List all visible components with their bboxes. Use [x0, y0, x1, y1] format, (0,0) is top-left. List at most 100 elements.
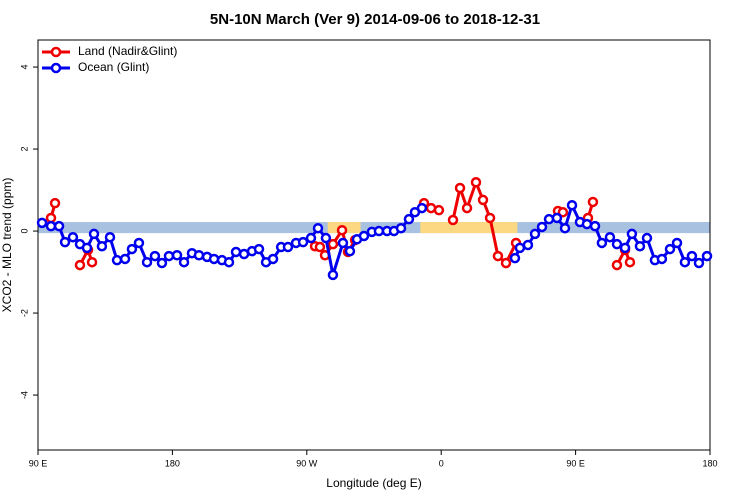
data-point — [327, 269, 339, 281]
data-point — [171, 250, 183, 261]
data-point — [67, 231, 79, 243]
data-point — [484, 212, 496, 224]
data-point — [395, 222, 407, 234]
y-tick-label: 4 — [19, 65, 29, 70]
y-tick-label: 2 — [19, 147, 29, 152]
chart-title: 5N-10N March (Ver 9) 2014-09-06 to 2018-… — [210, 11, 540, 28]
data-point — [36, 217, 48, 229]
data-point — [111, 254, 123, 266]
x-tick-label: 90 E — [566, 458, 585, 468]
data-point — [514, 242, 526, 254]
data-point — [327, 238, 339, 250]
data-point — [297, 236, 309, 248]
data-point — [454, 182, 466, 194]
data-point — [320, 232, 332, 244]
y-tick-label: -2 — [19, 309, 29, 317]
x-tick-label: 180 — [702, 458, 717, 468]
data-point — [509, 252, 521, 264]
data-point — [223, 256, 235, 268]
data-point — [403, 213, 415, 225]
data-point — [156, 257, 168, 269]
data-point — [104, 231, 116, 243]
x-axis-label: Longitude (deg E) — [326, 476, 421, 490]
data-point — [96, 240, 108, 252]
data-point — [686, 250, 698, 262]
legend-marker — [50, 62, 62, 74]
data-point — [49, 197, 61, 209]
data-point — [230, 246, 242, 258]
legend-marker — [50, 46, 62, 58]
data-point — [373, 225, 385, 237]
data-point — [305, 232, 317, 244]
data-point — [500, 257, 512, 269]
data-point — [470, 177, 482, 188]
data-point — [416, 202, 428, 214]
data-point — [559, 222, 571, 234]
data-point — [149, 250, 161, 262]
data-point — [581, 218, 593, 230]
data-point — [693, 257, 705, 269]
data-point — [282, 241, 294, 253]
data-point — [74, 259, 86, 271]
x-tick-label: 90 E — [29, 458, 48, 468]
data-point — [624, 256, 636, 268]
x-tick-label: 0 — [439, 458, 444, 468]
data-point — [634, 240, 646, 252]
data-point — [133, 237, 145, 249]
data-point — [267, 253, 279, 265]
data-point — [529, 228, 541, 240]
data-point — [45, 220, 57, 232]
data-point — [522, 239, 534, 251]
data-point — [656, 253, 668, 265]
data-point — [86, 256, 98, 268]
data-point — [45, 212, 57, 224]
data-point — [536, 221, 548, 233]
y-tick-label: 0 — [19, 229, 29, 234]
data-point — [81, 242, 93, 254]
data-point — [461, 202, 473, 214]
data-point — [701, 250, 713, 262]
data-point — [358, 230, 370, 242]
y-tick-label: -4 — [19, 391, 29, 399]
data-point — [163, 250, 175, 262]
data-point — [88, 228, 100, 240]
land-region — [420, 222, 518, 234]
data-point — [312, 222, 324, 234]
data-point — [566, 199, 578, 211]
data-point — [671, 237, 683, 249]
x-tick-label: 90 W — [296, 458, 318, 468]
data-point — [336, 224, 348, 236]
data-point — [126, 243, 138, 255]
data-point — [178, 256, 190, 268]
data-point — [253, 243, 265, 255]
data-point — [611, 238, 623, 250]
data-point — [557, 206, 569, 218]
data-point — [587, 196, 599, 208]
data-point — [641, 232, 653, 244]
data-point — [433, 204, 445, 216]
plot-frame — [37, 39, 711, 451]
data-point — [53, 220, 65, 232]
data-point — [492, 250, 504, 262]
data-point — [604, 231, 616, 243]
data-point — [337, 237, 349, 249]
data-point — [477, 194, 489, 206]
data-point — [447, 214, 459, 226]
data-point — [611, 259, 623, 271]
data-point — [59, 236, 71, 248]
legend-label: Land (Nadir&Glint) — [78, 44, 177, 58]
data-point — [543, 213, 555, 225]
data-point — [619, 242, 631, 254]
data-point — [119, 253, 131, 265]
legend-label: Ocean (Glint) — [78, 60, 149, 74]
data-point — [664, 243, 676, 255]
data-point — [314, 241, 326, 253]
data-point — [589, 220, 601, 232]
x-tick-label: 180 — [165, 458, 180, 468]
data-point — [679, 256, 691, 268]
data-point — [344, 245, 356, 257]
data-point — [208, 253, 220, 265]
data-point — [551, 212, 563, 224]
data-point — [141, 256, 153, 268]
